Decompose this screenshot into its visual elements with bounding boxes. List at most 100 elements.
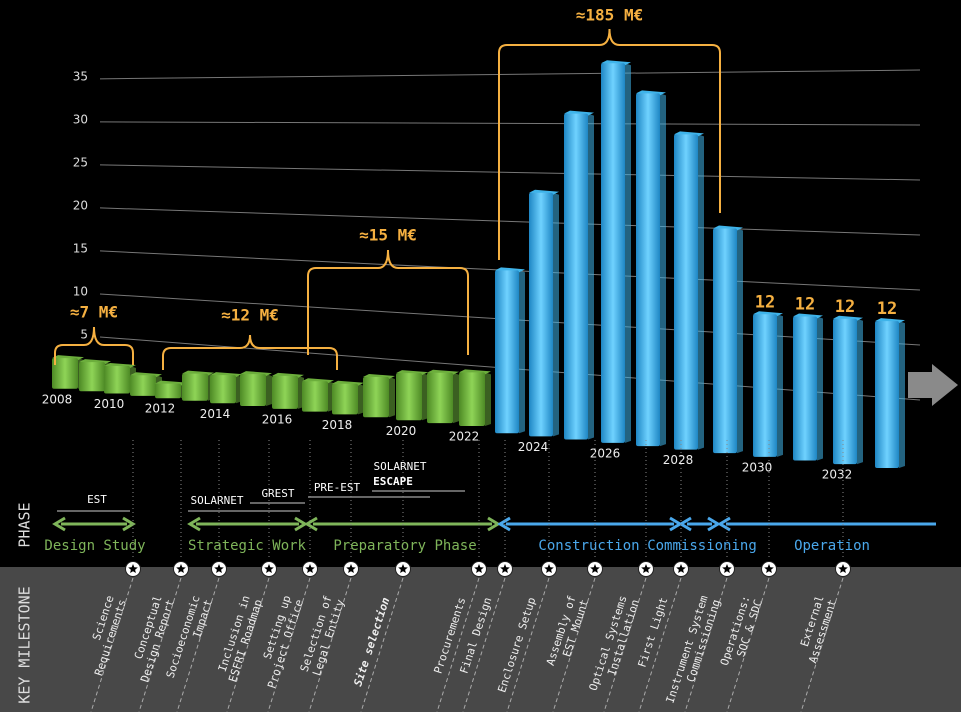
y-tick-label: 25 <box>73 155 88 169</box>
y-tick-label: 30 <box>73 112 88 126</box>
chart-background <box>0 0 961 567</box>
milestone-star <box>500 564 510 573</box>
project-label: SOLARNET <box>191 494 244 507</box>
x-tick-label: 2008 <box>42 392 73 406</box>
bracket-label: ≈12 M€ <box>221 306 279 325</box>
bar <box>396 373 422 421</box>
milestone-label: KEY MILESTONE <box>16 586 34 703</box>
x-tick-label: 2024 <box>518 440 549 454</box>
project-label: SOLARNET <box>374 460 427 473</box>
milestone-leader <box>506 577 550 712</box>
bar <box>674 134 698 450</box>
bar-side <box>899 321 905 468</box>
bar-side <box>266 374 272 406</box>
milestone-leader <box>462 577 506 712</box>
bar <box>427 372 453 424</box>
milestone-leader <box>267 577 311 712</box>
project-label: GREST <box>261 487 294 500</box>
project-label: EST <box>87 493 107 506</box>
milestone-leader <box>726 577 770 712</box>
milestone-leader <box>552 577 596 712</box>
arrow-head <box>497 516 511 532</box>
bar <box>104 365 130 394</box>
bar <box>459 372 485 427</box>
x-tick-label: 2026 <box>590 446 621 460</box>
phase-name: Construction <box>538 538 639 554</box>
x-tick-label: 2014 <box>200 407 231 421</box>
bar <box>793 316 817 461</box>
bar-side <box>625 63 631 443</box>
x-tick-label: 2018 <box>322 418 353 432</box>
bar-side <box>777 314 783 457</box>
value-label: 12 <box>755 292 775 312</box>
bar-side <box>389 377 395 418</box>
milestone-star <box>590 564 600 573</box>
bar-side <box>358 383 364 415</box>
y-tick-label: 10 <box>73 284 88 298</box>
x-tick-label: 2016 <box>262 412 293 426</box>
value-label: 12 <box>835 297 855 317</box>
bar-side <box>519 270 525 434</box>
milestone-band <box>0 567 961 712</box>
milestone-star <box>128 564 138 573</box>
milestone-star <box>264 564 274 573</box>
bar-side <box>857 318 863 465</box>
x-tick-label: 2032 <box>822 468 853 482</box>
grid-line <box>99 164 921 181</box>
milestone-star <box>346 564 356 573</box>
bar <box>52 358 78 389</box>
bar <box>753 314 777 457</box>
bar <box>272 375 298 409</box>
bar-side <box>553 192 559 437</box>
phase-name: Operation <box>794 538 870 554</box>
grid-line <box>99 69 921 80</box>
bar-side <box>453 372 459 424</box>
bar <box>529 192 553 437</box>
bar-side <box>422 373 428 421</box>
bar <box>210 375 236 404</box>
bar <box>875 321 899 468</box>
bar <box>601 63 625 443</box>
milestone-leader <box>603 577 647 712</box>
bar-side <box>588 113 594 440</box>
value-label: 12 <box>877 299 897 319</box>
bar <box>332 383 358 415</box>
bracket <box>162 334 338 370</box>
bracket-label: ≈185 M€ <box>576 6 643 25</box>
milestone-star <box>544 564 554 573</box>
x-tick-label: 2022 <box>449 430 480 444</box>
phase-name: Commissioning <box>647 538 757 554</box>
bar-side <box>698 134 704 450</box>
bracket <box>54 326 134 365</box>
milestone-star <box>398 564 408 573</box>
milestone-leader <box>684 577 728 712</box>
arrow-head <box>187 516 201 532</box>
bar-side <box>485 372 491 427</box>
milestone-leader <box>90 577 134 712</box>
bar <box>833 318 857 465</box>
bar <box>302 381 328 412</box>
milestone-star <box>474 564 484 573</box>
milestone-star <box>305 564 315 573</box>
milestone-star <box>176 564 186 573</box>
x-tick-label: 2012 <box>145 402 176 416</box>
project-label: ESCAPE <box>373 475 413 488</box>
y-tick-label: 35 <box>73 69 88 83</box>
y-tick-label: 20 <box>73 198 88 212</box>
bar <box>495 270 519 434</box>
bracket <box>498 28 721 260</box>
milestone-leader <box>226 577 270 712</box>
milestone-leader <box>138 577 182 712</box>
phase-name: Design Study <box>44 538 145 554</box>
x-tick-label: 2010 <box>94 397 125 411</box>
continue-arrow <box>908 364 958 406</box>
milestone-star <box>214 564 224 573</box>
milestone-star <box>838 564 848 573</box>
milestone-leader <box>176 577 220 712</box>
x-tick-label: 2030 <box>742 460 773 474</box>
bar-side <box>737 228 743 454</box>
bar <box>182 373 208 401</box>
bar <box>79 362 105 392</box>
milestone-star <box>641 564 651 573</box>
